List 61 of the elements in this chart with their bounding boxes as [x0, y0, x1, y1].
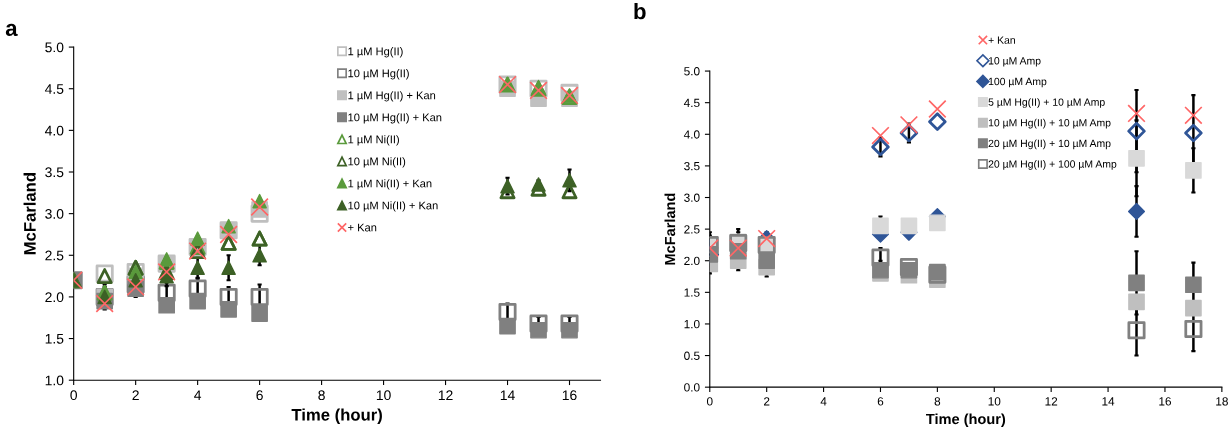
- x-tick-label: 0: [706, 397, 713, 406]
- x-tick-label: 16: [1159, 397, 1172, 406]
- y-tick-label: 2.0: [684, 256, 700, 266]
- y-tick-label: 2.0: [45, 292, 64, 303]
- x-tick-label: 10: [988, 397, 1001, 406]
- y-tick-label: 1.5: [45, 334, 64, 344]
- x-tick-label: 8: [318, 390, 325, 401]
- legend-label: 20 µM Hg(II) + 10 µM Amp: [988, 139, 1111, 150]
- text: a: [5, 23, 18, 37]
- y-tick-label: 0.0: [684, 383, 700, 392]
- legend-label: + Kan: [988, 36, 1015, 44]
- x-tick-label: 12: [1045, 397, 1058, 406]
- y-tick-label: 4.5: [683, 98, 700, 108]
- legend-label: 1 µM Hg(II) + Kan: [348, 91, 436, 102]
- legend-label: 5 µM Hg(II) + 10 µM Amp: [988, 98, 1105, 108]
- x-axis-title: Time (hour): [926, 413, 1006, 428]
- x-tick-label: 2: [132, 390, 139, 400]
- x-tick-label: 4: [820, 397, 827, 406]
- text: b: [634, 2, 646, 20]
- y-tick-label: 3.5: [684, 161, 700, 171]
- legend-label: 1 µM Ni(II): [348, 135, 399, 146]
- x-tick-label: 8: [934, 397, 941, 406]
- y-tick-label: 1.0: [45, 375, 64, 386]
- y-tick-label: 1.5: [684, 288, 700, 297]
- y-tick-label: 5.0: [684, 67, 700, 76]
- legend-label: 10 µM Hg(II) + 10 µM Amp: [988, 118, 1111, 129]
- x-tick-label: 14: [1102, 397, 1115, 406]
- legend-label: 10 µM Ni(II): [348, 157, 406, 168]
- legend-label: + Kan: [348, 223, 377, 232]
- x-tick-label: 4: [194, 390, 202, 400]
- legend-label: 20 µM Hg(II) + 100 µM Amp: [988, 160, 1117, 170]
- x-tick-label: 6: [256, 390, 263, 401]
- y-tick-label: 0.5: [684, 351, 700, 360]
- x-tick-label: 2: [763, 397, 770, 406]
- y-axis-title: McFarland: [23, 173, 36, 255]
- y-tick-label: 3.0: [45, 208, 64, 219]
- legend-label: 10 µM Hg(II) + Kan: [348, 113, 442, 124]
- y-tick-label: 1.0: [684, 319, 700, 329]
- x-tick-label: 18: [1216, 397, 1228, 406]
- y-tick-label: 4.5: [44, 84, 64, 94]
- x-tick-label: 14: [500, 390, 515, 400]
- x-axis-title: Time (hour): [291, 408, 382, 424]
- legend-label: 10 µM Ni(II) + Kan: [348, 201, 438, 212]
- legend-label: 1 µM Hg(II): [348, 47, 403, 58]
- y-tick-label: 2.5: [684, 225, 700, 234]
- legend-label: 1 µM Ni(II) + Kan: [348, 179, 432, 190]
- x-tick-label: 12: [438, 390, 453, 400]
- legend-label: 10 µM Hg(II): [348, 69, 409, 80]
- y-axis-title: McFarland: [664, 193, 676, 265]
- y-tick-label: 3.5: [45, 167, 64, 178]
- y-tick-label: 4.0: [683, 130, 700, 139]
- legend-label: 10 µM Amp: [988, 57, 1041, 67]
- x-tick-label: 16: [562, 390, 577, 401]
- y-tick-label: 4.0: [44, 125, 64, 136]
- y-tick-label: 5.0: [45, 42, 64, 53]
- y-tick-label: 2.5: [45, 250, 64, 261]
- legend-label: 100 µM Amp: [988, 77, 1047, 88]
- x-tick-label: 6: [877, 397, 884, 406]
- x-tick-label: 10: [376, 390, 391, 401]
- x-tick-label: 0: [70, 390, 77, 401]
- y-tick-label: 3.0: [684, 193, 700, 202]
